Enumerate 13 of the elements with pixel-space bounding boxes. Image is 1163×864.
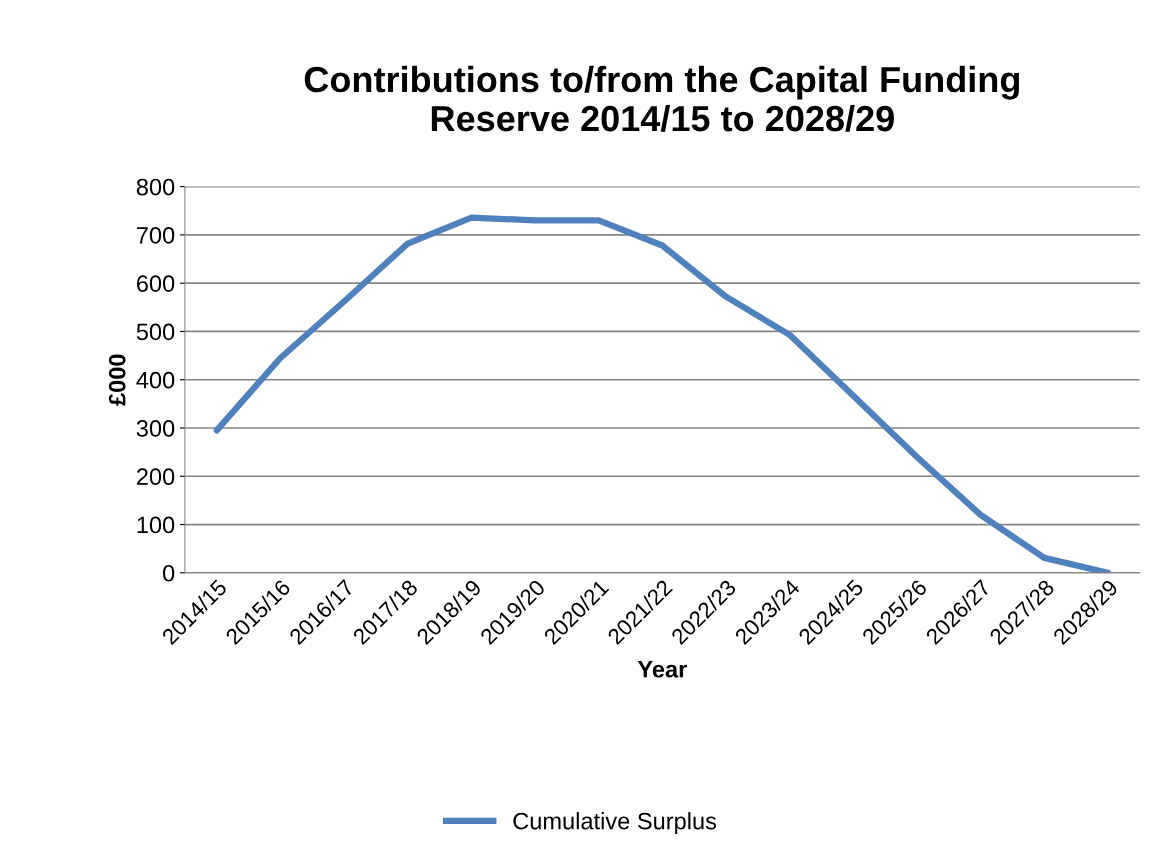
- y-tick-label: 800: [136, 178, 175, 196]
- y-tick-label: 700: [137, 226, 175, 244]
- chart-title: Contributions to/from the Capital Funding Reserve 2014/15 to 2028/29: [304, 65, 1019, 132]
- y-tick-label: 600: [137, 275, 175, 292]
- y-tick-label: 400: [136, 371, 175, 389]
- y-tick-label: 0: [162, 564, 175, 582]
- y-tick-label: 500: [136, 323, 175, 341]
- y-axis-title: £000: [108, 354, 126, 406]
- x-axis-title: Year: [637, 661, 687, 678]
- y-tick-label: 200: [136, 468, 175, 486]
- legend-label: Cumulative Surplus: [513, 812, 717, 835]
- y-tick-label: 300: [136, 420, 175, 437]
- y-tick-label: 100: [137, 516, 175, 534]
